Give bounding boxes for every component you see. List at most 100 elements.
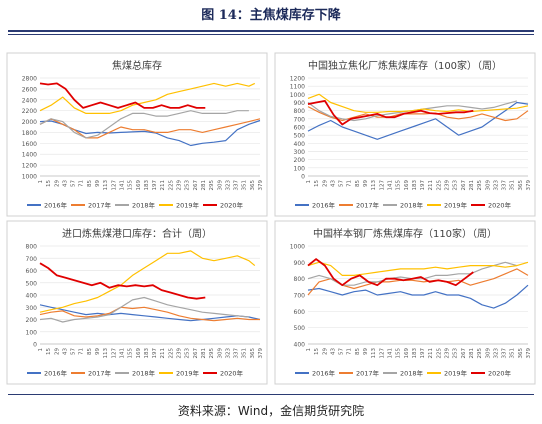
legend-label: 2018年	[400, 369, 424, 378]
series-line-2019	[39, 82, 256, 115]
chart-frame	[6, 52, 268, 217]
y-tick-label: 2600	[22, 86, 37, 93]
x-tick-label: 15	[314, 180, 320, 187]
x-tick-label: 29	[54, 348, 60, 355]
x-tick-label: 239	[445, 348, 451, 359]
source-note: 资料来源：Wind，金信期货研究院	[177, 404, 365, 418]
series-line-2016	[39, 304, 261, 322]
x-tick-label: 211	[160, 180, 166, 191]
x-tick-label: 15	[46, 180, 52, 187]
y-tick-label: 600	[294, 309, 306, 316]
series-line-2020	[39, 82, 206, 109]
y-tick-label: 800	[294, 276, 306, 283]
legend-label: 2017年	[356, 201, 380, 210]
x-tick-label: 365	[518, 348, 524, 359]
x-tick-label: 43	[330, 180, 336, 187]
x-tick-label: 337	[234, 180, 240, 191]
y-tick-label: 500	[294, 325, 306, 332]
x-tick-label: 57	[71, 348, 77, 355]
x-tick-label: 281	[469, 348, 475, 359]
x-tick-label: 197	[420, 180, 426, 191]
y-tick-label: 500	[294, 133, 306, 140]
x-tick-label: 211	[160, 348, 166, 359]
y-tick-label: 100	[26, 329, 38, 336]
y-tick-label: 2400	[22, 97, 37, 104]
x-tick-label: 15	[314, 348, 320, 355]
series-line-2017	[39, 306, 260, 322]
x-tick-label: 169	[404, 180, 410, 191]
legend-label: 2016年	[44, 369, 68, 378]
chart-total-coking-coal-inventory: 焦煤总库存 1000 1200 1400 1600 1800 2000 2200 2400 260…	[6, 52, 268, 217]
y-tick-label: 500	[26, 280, 38, 287]
x-tick-label: 57	[71, 180, 77, 187]
x-tick-label: 211	[428, 180, 434, 191]
y-tick-label: 1000	[290, 244, 305, 251]
y-tick-label: 300	[26, 305, 38, 312]
x-tick-label: 183	[412, 348, 418, 359]
x-tick-label: 29	[54, 180, 60, 187]
legend-label: 2016年	[44, 201, 68, 210]
x-tick-label: 99	[363, 180, 369, 187]
series-line-2019	[39, 250, 256, 313]
y-tick-label: 2800	[22, 76, 37, 83]
x-tick-label: 155	[396, 348, 402, 359]
x-tick-label: 239	[177, 348, 183, 359]
x-tick-label: 365	[250, 180, 256, 191]
y-tick-label: 1200	[290, 76, 305, 83]
top-rule-thin	[8, 34, 534, 35]
y-tick-label: 800	[294, 108, 306, 115]
y-tick-label: 0	[33, 342, 37, 349]
x-tick-label: 169	[404, 348, 410, 359]
y-tick-label: 1800	[22, 130, 37, 137]
series-line-2018	[39, 296, 249, 323]
y-tick-label: 200	[26, 317, 38, 324]
x-tick-label: 295	[209, 180, 215, 191]
legend-label: 2017年	[88, 201, 112, 210]
legend-label: 2020年	[220, 369, 244, 378]
x-tick-label: 365	[250, 348, 256, 359]
chart-imported-coal-port-inventory: 进口炼焦煤港口库存：合计（周） 0 100 200 300 400 500 600 700 800…	[6, 220, 268, 385]
y-tick-label: 400	[294, 141, 306, 148]
x-tick-label: 225	[436, 348, 442, 359]
x-tick-label: 323	[225, 180, 231, 191]
x-tick-label: 253	[453, 180, 459, 191]
x-tick-label: 127	[379, 348, 385, 359]
x-tick-label: 85	[87, 348, 93, 355]
x-tick-label: 127	[379, 180, 385, 191]
legend-label: 2016年	[312, 201, 336, 210]
x-tick-label: 43	[330, 348, 336, 355]
y-tick-label: 1000	[22, 174, 37, 181]
legend-label: 2020年	[488, 201, 512, 210]
legend-label: 2017年	[356, 369, 380, 378]
y-tick-label: 400	[294, 342, 306, 349]
x-tick-label: 127	[111, 180, 117, 191]
x-tick-label: 197	[152, 180, 158, 191]
x-tick-label: 1	[306, 180, 312, 184]
x-tick-label: 183	[144, 348, 150, 359]
x-tick-label: 113	[371, 180, 377, 191]
x-tick-label: 323	[493, 348, 499, 359]
x-tick-label: 155	[128, 180, 134, 191]
x-tick-label: 169	[136, 180, 142, 191]
y-tick-label: 400	[26, 293, 38, 300]
chart-steel-mill-inventory: 中国样本钢厂炼焦煤库存（110家）（周） 400 500 600 700 800 900 10…	[274, 220, 536, 385]
x-tick-label: 281	[201, 348, 207, 359]
x-tick-label: 309	[217, 180, 223, 191]
legend-label: 2016年	[312, 369, 336, 378]
y-tick-label: 1000	[290, 92, 305, 99]
x-tick-label: 169	[136, 348, 142, 359]
y-tick-label: 900	[294, 100, 306, 107]
series-line-2016	[39, 119, 261, 147]
y-tick-label: 0	[301, 174, 305, 181]
y-tick-label: 600	[26, 268, 38, 275]
y-tick-label: 2000	[22, 119, 37, 126]
chart-title: 进口炼焦煤港口库存：合计（周）	[62, 227, 212, 240]
x-tick-label: 309	[485, 348, 491, 359]
x-tick-label: 141	[387, 180, 393, 191]
x-tick-label: 295	[477, 180, 483, 191]
y-tick-label: 1200	[22, 163, 37, 170]
x-tick-label: 253	[453, 348, 459, 359]
x-tick-label: 71	[79, 180, 85, 187]
series-line-2016	[307, 284, 529, 309]
x-tick-label: 365	[518, 180, 524, 191]
